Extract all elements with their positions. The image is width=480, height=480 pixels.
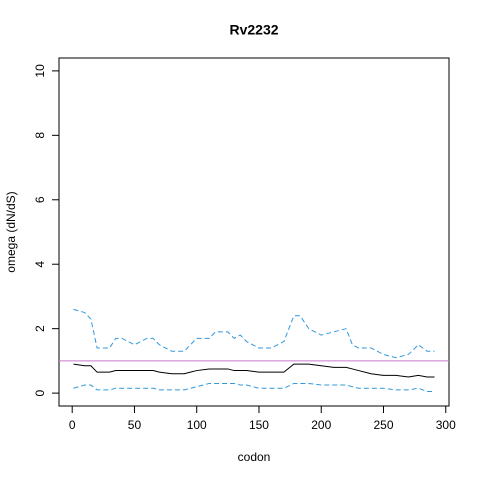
y-tick-label: 6 (33, 196, 47, 203)
x-tick-label: 200 (311, 418, 331, 432)
x-tick-label: 300 (436, 418, 456, 432)
x-tick-label: 150 (249, 418, 269, 432)
y-tick-label: 2 (33, 325, 47, 332)
x-tick-label: 0 (69, 418, 76, 432)
y-tick-label: 4 (33, 261, 47, 268)
x-tick-label: 50 (128, 418, 142, 432)
y-tick-label: 0 (33, 389, 47, 396)
series-line (73, 308, 435, 359)
chart-title: Rv2232 (229, 22, 278, 38)
series-line (73, 363, 435, 378)
y-tick-label: 8 (33, 132, 47, 139)
series-line (73, 382, 435, 392)
x-tick-label: 100 (187, 418, 207, 432)
x-tick-label: 250 (373, 418, 393, 432)
y-tick-label: 10 (33, 64, 47, 78)
x-axis-label: codon (238, 450, 271, 464)
plot-box (58, 57, 450, 407)
y-axis-label: omega (dN/dS) (4, 191, 18, 272)
